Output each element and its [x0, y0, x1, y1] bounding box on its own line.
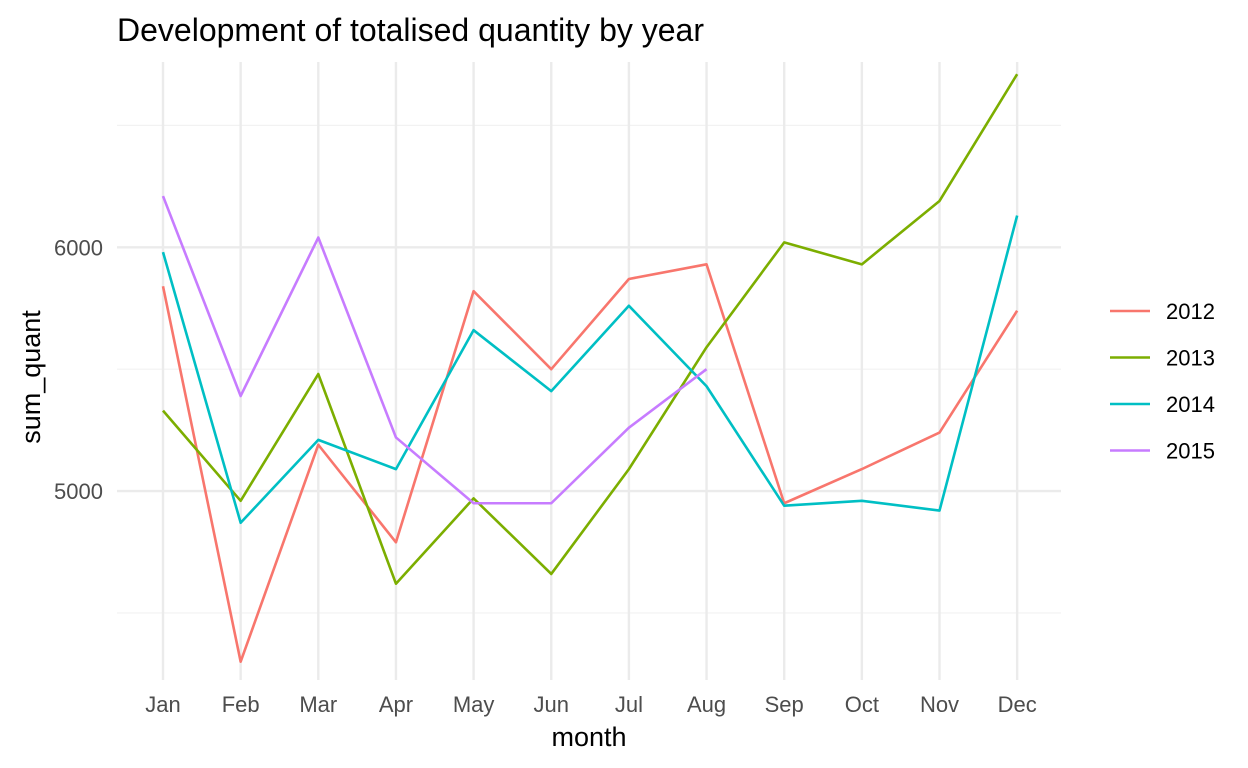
chart-title: Development of totalised quantity by yea… — [117, 12, 704, 48]
x-tick-label: Feb — [222, 692, 260, 717]
legend-item-2012: 2012 — [1110, 299, 1215, 324]
x-axis-ticks: Jan Feb Mar Apr May Jun Jul Aug Sep Oct Nov Dec — [145, 692, 1036, 717]
series-line-2015 — [161, 195, 708, 505]
y-axis-ticks: 5000 6000 — [54, 235, 103, 504]
x-tick-label: Aug — [687, 692, 726, 717]
y-tick-label: 5000 — [54, 479, 103, 504]
x-tick-label: Dec — [998, 692, 1037, 717]
x-axis-title: month — [551, 722, 626, 752]
grid-layer — [117, 62, 1061, 680]
series-layer — [161, 73, 1019, 664]
legend-label: 2013 — [1166, 346, 1215, 371]
series-line-2012 — [161, 263, 1019, 664]
legend-item-2014: 2014 — [1110, 392, 1215, 417]
x-tick-label: Jan — [145, 692, 180, 717]
series-line-2014 — [161, 215, 1019, 525]
legend-label: 2015 — [1166, 439, 1215, 464]
y-axis-title: sum_quant — [16, 310, 46, 444]
legend-item-2013: 2013 — [1110, 346, 1215, 371]
legend: 2012 2013 2014 2015 — [1110, 299, 1215, 464]
x-tick-label: Mar — [299, 692, 337, 717]
legend-label: 2014 — [1166, 392, 1215, 417]
x-tick-label: Sep — [765, 692, 804, 717]
y-tick-label: 6000 — [54, 235, 103, 260]
x-tick-label: Apr — [379, 692, 413, 717]
x-tick-label: Jun — [534, 692, 569, 717]
legend-item-2015: 2015 — [1110, 439, 1215, 464]
x-tick-label: Nov — [920, 692, 959, 717]
legend-label: 2012 — [1166, 299, 1215, 324]
x-tick-label: May — [453, 692, 495, 717]
x-tick-label: Jul — [615, 692, 643, 717]
x-tick-label: Oct — [845, 692, 879, 717]
series-line-2013 — [162, 73, 1019, 585]
